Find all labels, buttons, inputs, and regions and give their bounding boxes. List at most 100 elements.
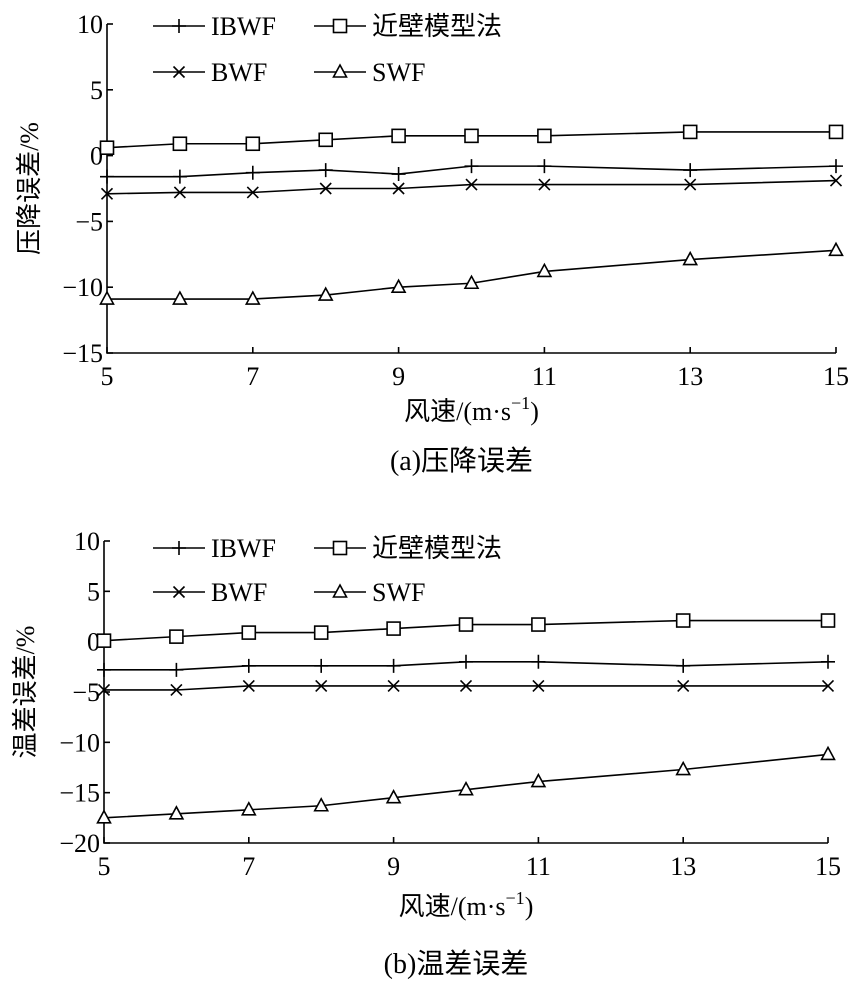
data-point-triangle (244, 290, 261, 305)
data-point-plus (314, 658, 329, 673)
data-point-square (537, 128, 552, 144)
data-point-square (675, 613, 691, 628)
series-group (96, 613, 836, 824)
data-point-square (464, 128, 479, 144)
data-point-plus (386, 658, 401, 673)
data-point-triangle (463, 274, 480, 290)
data-point-plus (459, 654, 473, 669)
data-point-square (99, 140, 115, 156)
x-tick-labels: 5 7 9 11 13 15 (101, 347, 849, 391)
data-point-square (313, 625, 329, 640)
x-tick-label: 7 (246, 362, 259, 391)
x-axis-label: 风速/(m·s−1) (399, 888, 534, 921)
data-point-x (170, 683, 183, 697)
data-point-triangle (458, 780, 474, 796)
data-point-triangle (820, 745, 836, 761)
data-point-triangle (390, 278, 407, 293)
series-line-x (106, 179, 837, 195)
x-tick-label: 13 (670, 852, 696, 881)
y-tick-label: −5 (75, 207, 103, 236)
data-point-square (318, 132, 334, 148)
data-point-triangle (536, 262, 553, 278)
legend-marker-x (172, 65, 186, 79)
data-point-triangle (317, 286, 334, 301)
data-point-x (538, 178, 551, 191)
data-point-x (315, 679, 328, 693)
x-tick-label: 15 (815, 852, 841, 881)
data-point-triangle (168, 805, 185, 820)
y-tick-label: −10 (59, 728, 100, 757)
data-point-plus (829, 159, 843, 174)
data-point-triangle (240, 801, 257, 816)
x-tick-label: 13 (677, 362, 703, 391)
x-tick-labels: 5 7 9 11 13 15 (98, 837, 841, 881)
data-point-plus (172, 169, 187, 184)
legend-label: SWF (372, 578, 425, 607)
data-point-x (532, 679, 545, 693)
panel-caption: (a)压降误差 (390, 445, 533, 477)
data-point-square (682, 124, 698, 140)
data-point-square (458, 617, 474, 632)
data-point-plus (537, 159, 552, 174)
data-point-plus (683, 163, 698, 178)
data-point-plus (97, 662, 111, 677)
legend-label: 近壁模型法 (372, 534, 502, 563)
legend-marker-plus (172, 541, 186, 555)
data-point-square (169, 629, 184, 644)
legend-label: BWF (211, 58, 267, 87)
data-point-triangle (96, 809, 112, 824)
x-tick-label: 15 (823, 362, 849, 391)
data-point-plus (169, 662, 184, 677)
y-tick-label: 5 (90, 76, 103, 105)
legend-marker-square (332, 540, 348, 556)
data-point-plus (391, 167, 406, 182)
data-point-x (173, 186, 186, 199)
data-point-triangle (172, 290, 188, 305)
data-point-triangle (385, 789, 402, 804)
data-point-square (391, 128, 406, 144)
x-tick-label: 5 (98, 852, 111, 881)
data-point-plus (318, 163, 333, 178)
data-point-x (100, 187, 114, 200)
data-point-plus (245, 165, 260, 180)
data-point-square (828, 124, 844, 140)
data-point-triangle (313, 797, 330, 812)
data-point-triangle (530, 772, 547, 788)
data-point-x (684, 178, 697, 191)
x-tick-label: 9 (387, 852, 400, 881)
data-point-plus (676, 658, 691, 673)
data-point-square (820, 613, 836, 628)
y-tick-label: −10 (62, 273, 103, 302)
data-point-x (319, 182, 332, 195)
legend-label: BWF (211, 578, 267, 607)
x-tick-label: 5 (101, 362, 114, 391)
data-point-square (96, 633, 112, 648)
y-tick-label: −20 (59, 829, 100, 858)
x-tick-label: 7 (242, 852, 255, 881)
y-tick-label: 10 (77, 10, 103, 39)
legend-marker-square (332, 18, 348, 34)
data-point-x (677, 679, 690, 693)
data-point-x (465, 178, 478, 191)
y-tick-label: −15 (62, 339, 103, 368)
y-tick-label: 10 (74, 527, 100, 556)
x-tick-label: 11 (526, 852, 551, 881)
data-point-x (242, 679, 255, 693)
legend-marker-triangle (332, 63, 348, 78)
data-point-square (245, 136, 261, 152)
y-axis-label: 压降误差/% (15, 122, 44, 255)
legend-marker-triangle (332, 583, 348, 598)
legend-label: SWF (372, 58, 425, 87)
y-tick-label: 5 (87, 577, 100, 606)
x-axis-label: 风速/(m·s−1) (404, 393, 539, 426)
legend: IBWF 近壁模型法 BWF SWF (153, 534, 502, 607)
legend-label: 近壁模型法 (372, 12, 502, 41)
data-point-square (531, 617, 546, 632)
data-point-triangle (675, 760, 692, 776)
data-point-triangle (99, 290, 115, 305)
legend-marker-plus (172, 19, 186, 33)
legend-marker-x (172, 585, 186, 599)
